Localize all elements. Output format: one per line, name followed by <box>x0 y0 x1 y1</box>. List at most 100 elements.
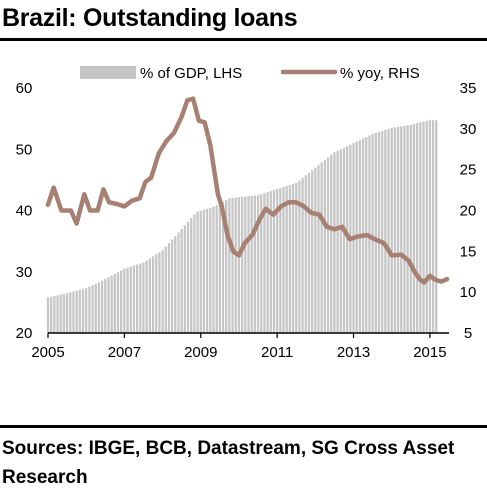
gdp-bar <box>285 186 288 333</box>
gdp-bar <box>170 239 174 333</box>
gdp-bar <box>177 232 180 333</box>
gdp-bar <box>323 159 327 333</box>
gdp-bar <box>190 218 193 333</box>
gdp-bar <box>209 207 212 333</box>
gdp-bar <box>72 291 75 333</box>
gdp-bar <box>205 208 209 333</box>
y-right-tick-label: 25 <box>460 162 477 179</box>
gdp-bar <box>196 211 199 333</box>
x-tick-label: 2007 <box>108 344 141 361</box>
gdp-bar <box>247 196 250 333</box>
gdp-bar <box>126 267 129 333</box>
gdp-bar <box>94 283 97 333</box>
gdp-bar <box>256 195 260 333</box>
gdp-bar <box>139 263 142 333</box>
y-right-tick-label: 30 <box>460 121 477 138</box>
y-right-tick-label: 20 <box>460 203 477 220</box>
gdp-bar <box>113 273 116 333</box>
gdp-bar <box>400 126 403 333</box>
gdp-bar <box>59 294 62 333</box>
gdp-bar <box>88 286 91 333</box>
gdp-bar <box>65 293 69 333</box>
gdp-bar <box>180 228 183 333</box>
gdp-bar <box>422 121 425 333</box>
gdp-bar <box>234 197 237 333</box>
gdp-bar <box>431 120 435 333</box>
gdp-bar <box>62 293 66 333</box>
gdp-bar <box>129 266 132 333</box>
gdp-bar <box>116 272 120 333</box>
legend-swatch-bars <box>80 66 136 79</box>
title-rule <box>0 38 487 41</box>
y-right-tick-label: 10 <box>460 284 477 301</box>
gdp-bar <box>311 170 314 333</box>
chart-title: Brazil: Outstanding loans <box>2 4 298 32</box>
gdp-bar <box>263 193 266 333</box>
y-right-tick-label: 15 <box>460 243 477 260</box>
chart-panel: 2005 2007 2009 2011 2013 2015 20 30 40 50 60 5 10 15 2… <box>0 41 487 425</box>
gdp-bar <box>425 120 428 333</box>
gdp-bar <box>202 209 206 333</box>
yoy-line <box>45 96 450 285</box>
y-left-tick-label: 20 <box>16 325 33 342</box>
y-left-tick-label: 30 <box>16 264 33 281</box>
gdp-bar <box>164 246 167 333</box>
gdp-bar <box>279 188 282 333</box>
gdp-bar <box>326 157 330 333</box>
legend-label-gdp: % of GDP, LHS <box>140 65 242 82</box>
x-tick-label: 2005 <box>31 344 64 361</box>
gdp-bar <box>107 277 110 333</box>
y-right-tick-label: 5 <box>464 325 472 342</box>
gdp-bar <box>237 197 241 333</box>
gdp-bar <box>320 162 323 333</box>
gdp-bar <box>412 123 416 334</box>
gdp-bar <box>304 175 307 333</box>
gdp-bar <box>435 120 438 333</box>
gdp-bar <box>377 131 381 333</box>
x-tick-label: 2013 <box>337 344 370 361</box>
gdp-bar <box>272 190 276 333</box>
gdp-bar <box>266 192 269 333</box>
gdp-bar <box>215 205 218 333</box>
gdp-bar <box>81 289 85 333</box>
gdp-bar <box>314 167 317 333</box>
gdp-bar <box>301 177 304 333</box>
gdp-bar <box>260 194 263 333</box>
gdp-bar <box>183 225 186 333</box>
gdp-bar <box>228 198 231 333</box>
gdp-bar <box>104 279 107 333</box>
gdp-bar <box>161 250 164 333</box>
gdp-bar <box>384 129 387 333</box>
gdp-bar <box>428 119 432 333</box>
gdp-bar <box>419 122 422 333</box>
gdp-bar <box>212 206 215 333</box>
gdp-bar <box>186 221 190 333</box>
source-rule <box>0 425 487 428</box>
gdp-bar <box>390 127 393 333</box>
gdp-bar <box>50 296 53 333</box>
gdp-bar <box>317 165 320 333</box>
y-left-tick-label: 50 <box>16 141 33 158</box>
gdp-bar <box>371 133 374 333</box>
gdp-bar <box>78 289 81 333</box>
loans-chart: 2005 2007 2009 2011 2013 2015 20 30 40 50 60 5 10 15 2… <box>16 65 477 361</box>
x-tick-label: 2015 <box>413 344 446 361</box>
gdp-bar <box>342 147 346 333</box>
gdp-bar <box>387 128 390 333</box>
gdp-bar <box>240 196 244 333</box>
gdp-bar <box>218 203 221 333</box>
gdp-bar <box>221 201 225 333</box>
gdp-bar <box>69 292 72 333</box>
gdp-bar <box>403 125 406 334</box>
y-left-tick-label: 60 <box>16 80 33 97</box>
y-right-tick-label: 35 <box>460 80 477 97</box>
gdp-bar <box>193 214 196 333</box>
gdp-bar <box>53 296 56 333</box>
gdp-bar <box>288 184 292 333</box>
gdp-bar <box>307 172 311 333</box>
gdp-bar <box>253 195 257 333</box>
x-tick-label: 2009 <box>184 344 217 361</box>
gdp-bar <box>158 252 161 333</box>
source-note: Sources: IBGE, BCB, Datastream, SG Cross… <box>2 438 455 488</box>
gdp-bar <box>381 130 384 333</box>
